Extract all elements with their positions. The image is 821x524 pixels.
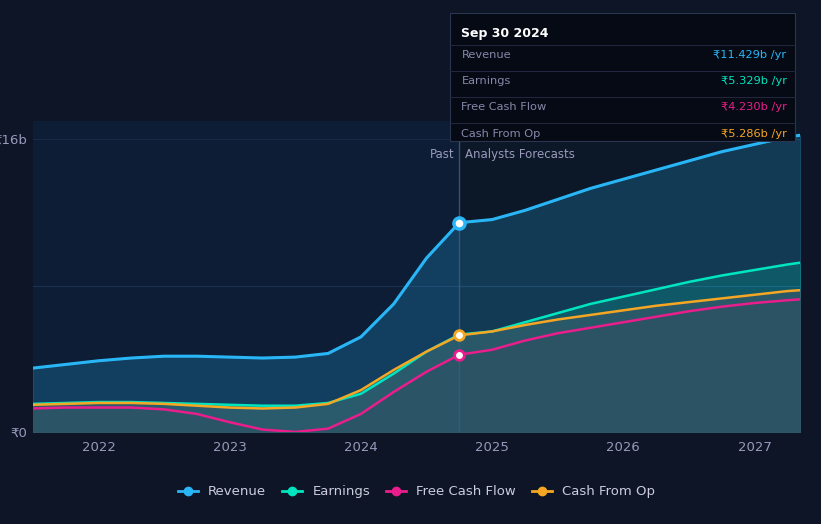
Text: ₹4.230b /yr: ₹4.230b /yr <box>721 102 787 113</box>
Text: Free Cash Flow: Free Cash Flow <box>461 102 547 113</box>
Text: Sep 30 2024: Sep 30 2024 <box>461 27 549 39</box>
Text: ₹5.329b /yr: ₹5.329b /yr <box>721 76 787 86</box>
Text: ₹11.429b /yr: ₹11.429b /yr <box>713 50 787 60</box>
Legend: Revenue, Earnings, Free Cash Flow, Cash From Op: Revenue, Earnings, Free Cash Flow, Cash … <box>172 480 661 504</box>
Text: Earnings: Earnings <box>461 76 511 86</box>
Text: Analysts Forecasts: Analysts Forecasts <box>465 148 575 161</box>
Text: Cash From Op: Cash From Op <box>461 128 541 139</box>
Text: ₹5.286b /yr: ₹5.286b /yr <box>721 128 787 139</box>
Bar <box>33 121 459 432</box>
Bar <box>459 121 800 432</box>
Text: Revenue: Revenue <box>461 50 511 60</box>
Text: Past: Past <box>429 148 454 161</box>
